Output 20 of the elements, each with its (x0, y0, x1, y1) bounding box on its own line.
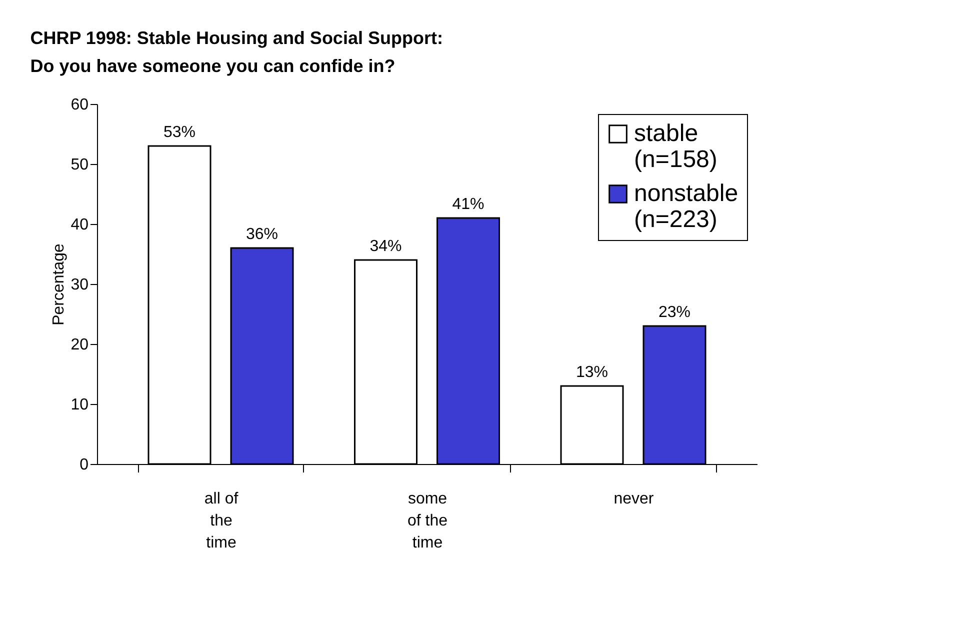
y-tick-label: 0 (80, 456, 89, 474)
x-tick-label: all of the time (204, 490, 239, 552)
x-tick-label: never (614, 490, 654, 508)
y-tick-label: 50 (70, 156, 89, 174)
y-tick-label: 40 (70, 216, 89, 234)
legend-label: stable (n=158) (634, 120, 718, 173)
y-tick-label: 20 (70, 336, 89, 354)
data-label: 34% (370, 238, 402, 255)
data-label: 13% (576, 364, 608, 381)
y-tick-label: 60 (70, 96, 89, 114)
data-label: 36% (246, 226, 278, 243)
chart-title: CHRP 1998: Stable Housing and Social Support: Do you have someone you can confide in? (30, 28, 443, 76)
y-tick-label: 10 (70, 396, 89, 414)
data-label: 53% (163, 124, 196, 141)
x-tick-label: some of the time (407, 490, 448, 552)
legend-label: nonstable (n=223) (634, 180, 738, 233)
y-tick-label: 30 (70, 276, 89, 294)
y-axis-title: Percentage (50, 243, 68, 326)
data-label: 23% (658, 304, 691, 321)
data-label: 41% (452, 196, 484, 213)
